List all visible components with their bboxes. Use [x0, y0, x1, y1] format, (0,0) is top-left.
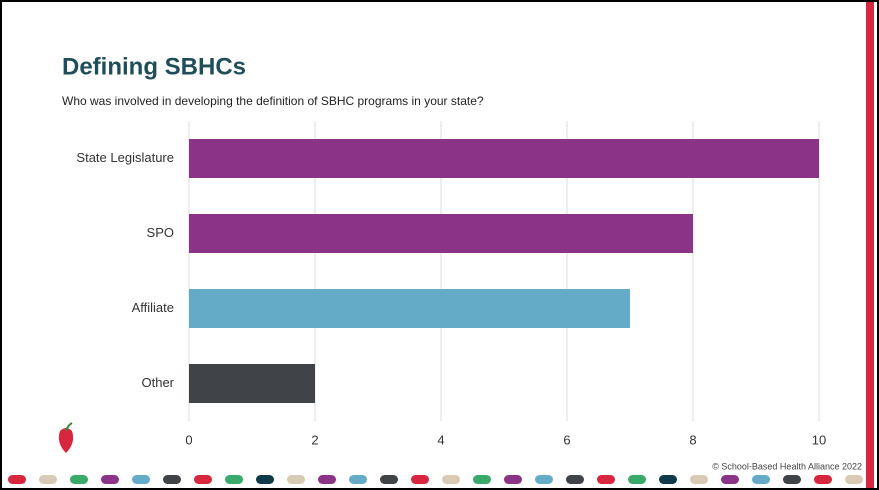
x-tick-label: 4	[437, 432, 444, 447]
x-tick-label: 8	[689, 432, 696, 447]
dot	[752, 475, 770, 484]
subtitle: Who was involved in developing the defin…	[62, 94, 484, 108]
dot	[70, 475, 88, 484]
dot	[349, 475, 367, 484]
title: Defining SBHCs	[62, 53, 246, 80]
decor-dots	[8, 475, 863, 484]
dot	[194, 475, 212, 484]
y-tick-label: Affiliate	[132, 300, 174, 315]
dot	[566, 475, 584, 484]
dot	[163, 475, 181, 484]
dot	[597, 475, 615, 484]
dot	[287, 475, 305, 484]
dot	[411, 475, 429, 484]
dot	[8, 475, 26, 484]
dot	[845, 475, 863, 484]
dot	[256, 475, 274, 484]
dot	[535, 475, 553, 484]
y-tick-label: SPO	[147, 225, 174, 240]
footer: © School-Based Health Alliance 2022	[712, 461, 862, 471]
dot	[628, 475, 646, 484]
dot	[132, 475, 150, 484]
dot	[721, 475, 739, 484]
red-stripe	[866, 2, 874, 488]
bar	[189, 364, 315, 403]
dot	[690, 475, 708, 484]
dot	[473, 475, 491, 484]
x-tick-label: 6	[563, 432, 570, 447]
y-tick-label: Other	[141, 375, 174, 390]
x-tick-label: 0	[185, 432, 192, 447]
dot	[101, 475, 119, 484]
bar	[189, 289, 630, 328]
logo-leaf	[65, 422, 73, 432]
dot	[318, 475, 336, 484]
dot	[39, 475, 57, 484]
logo-apple	[58, 428, 74, 453]
dot	[659, 475, 677, 484]
bar	[189, 139, 819, 178]
dot	[783, 475, 801, 484]
x-tick-label: 2	[311, 432, 318, 447]
dot	[814, 475, 832, 484]
x-tick-label: 10	[812, 432, 826, 447]
dot	[504, 475, 522, 484]
dot	[442, 475, 460, 484]
logo	[58, 422, 74, 453]
dot	[380, 475, 398, 484]
dot	[225, 475, 243, 484]
y-tick-label: State Legislature	[76, 150, 174, 165]
bar	[189, 214, 693, 253]
